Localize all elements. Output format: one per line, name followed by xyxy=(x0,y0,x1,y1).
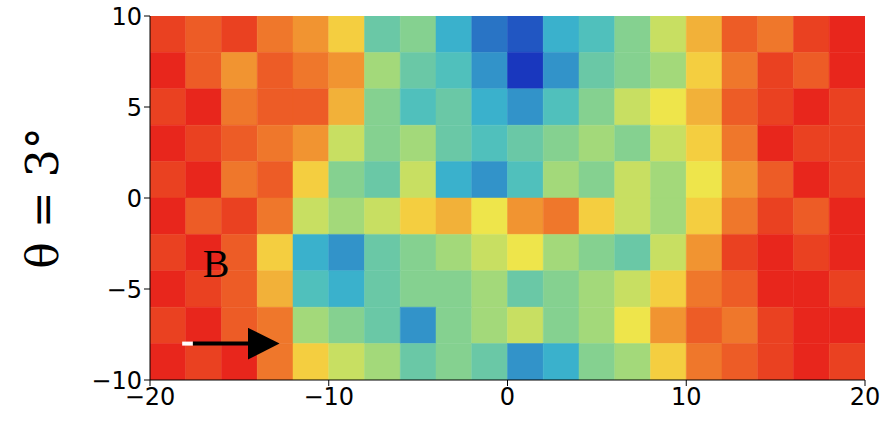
svg-text:B: B xyxy=(203,241,230,286)
svg-text:−10: −10 xyxy=(91,367,142,395)
svg-text:−5: −5 xyxy=(107,276,142,304)
html-text:θ = 3°: θ = 3° xyxy=(16,127,68,269)
svg-text:20: 20 xyxy=(850,383,881,411)
svg-text:0: 0 xyxy=(127,185,142,213)
svg-text:10: 10 xyxy=(111,3,142,31)
svg-text:−20: −20 xyxy=(124,383,176,411)
svg-text:10: 10 xyxy=(671,383,702,411)
svg-text:−10: −10 xyxy=(303,383,354,411)
svg-text:5: 5 xyxy=(127,94,142,122)
svg-text:0: 0 xyxy=(500,383,515,411)
